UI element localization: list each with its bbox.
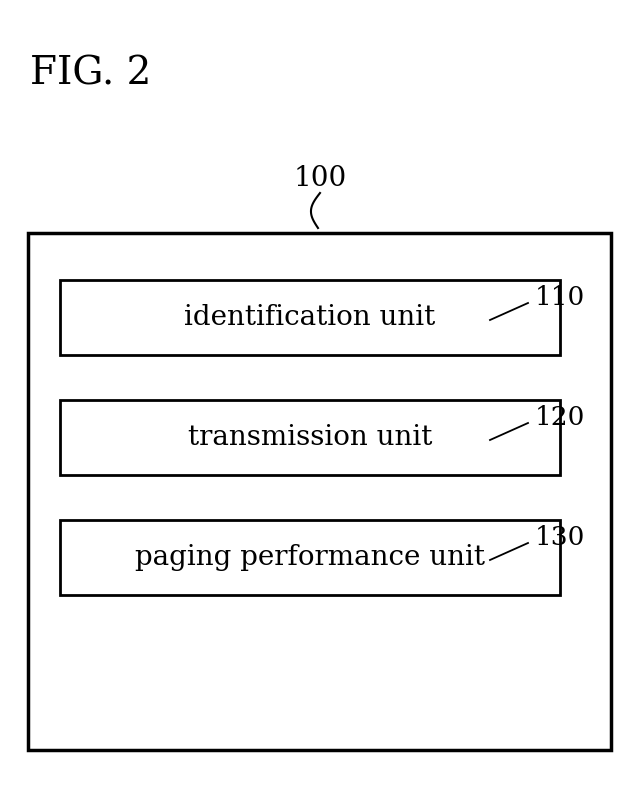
Text: 110: 110 <box>535 285 585 310</box>
Text: 100: 100 <box>293 165 346 192</box>
Bar <box>28 233 611 750</box>
Text: 120: 120 <box>535 405 585 430</box>
Bar <box>60 280 560 355</box>
Text: identification unit: identification unit <box>185 304 436 331</box>
Bar <box>60 400 560 475</box>
Text: FIG. 2: FIG. 2 <box>30 55 151 92</box>
Bar <box>60 520 560 595</box>
Text: 130: 130 <box>535 525 585 550</box>
Text: transmission unit: transmission unit <box>188 424 432 451</box>
Text: paging performance unit: paging performance unit <box>135 544 485 571</box>
